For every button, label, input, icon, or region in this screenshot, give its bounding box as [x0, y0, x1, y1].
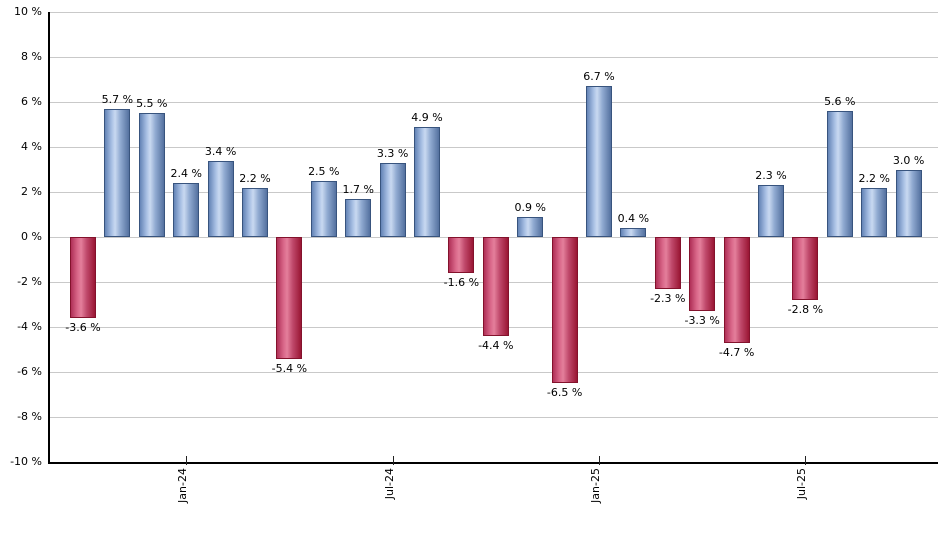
y-tick-label: -2 %: [17, 275, 42, 288]
bar-label: -5.4 %: [271, 361, 308, 375]
bar-label: 5.5 %: [136, 97, 168, 111]
bar: [586, 86, 612, 237]
y-tick-label: -6 %: [17, 365, 42, 378]
bar: [448, 237, 475, 273]
bar: [414, 126, 440, 237]
bar-label: -1.6 %: [443, 276, 480, 289]
gridline: [50, 12, 938, 13]
bar: [482, 237, 509, 336]
bar-label: 3.0 %: [892, 153, 925, 167]
bar: [826, 111, 853, 237]
gridline: [50, 57, 938, 58]
bar-label: 3.3 %: [376, 146, 409, 160]
x-tick-mark: [805, 456, 807, 465]
bar: [895, 169, 922, 237]
bar-label: 3.4 %: [204, 144, 237, 158]
y-tick-label: -4 %: [17, 320, 42, 333]
bar-label: 4.9 %: [411, 110, 443, 124]
bar: [104, 108, 131, 237]
y-tick-label: 0 %: [21, 230, 42, 243]
y-tick-label: -10 %: [10, 455, 42, 468]
bar-label: 2.5 %: [308, 164, 340, 178]
x-tick-label: Jul-25: [795, 468, 809, 500]
bar-label: 0.4 %: [617, 212, 650, 225]
y-tick-label: -8 %: [17, 410, 42, 423]
bar: [207, 160, 234, 237]
bar-label: -2.8 %: [787, 303, 824, 316]
bar: [620, 228, 647, 237]
gridline: [50, 147, 938, 148]
bar: [689, 237, 716, 312]
bar-label: 2.2 %: [858, 171, 890, 185]
bar-label: -6.5 %: [546, 386, 583, 400]
y-tick-label: 4 %: [21, 140, 42, 153]
bar-label: 2.3 %: [755, 169, 787, 183]
bar-label: -4.4 %: [478, 339, 514, 352]
bar-label: -4.7 %: [718, 345, 755, 359]
bar: [758, 185, 784, 237]
bar-label: 5.6 %: [824, 95, 856, 108]
bar-label: 5.7 %: [101, 92, 134, 106]
x-tick-mark: [392, 456, 394, 465]
bar-label: 2.2 %: [239, 171, 271, 185]
bar-label: 0.9 %: [514, 200, 546, 214]
bar: [654, 237, 681, 289]
bar: [861, 187, 888, 237]
y-tick-label: 6 %: [21, 95, 42, 108]
gridline: [50, 372, 938, 373]
bar: [345, 198, 372, 237]
y-tick-label: 2 %: [21, 185, 42, 198]
gridline: [50, 417, 938, 418]
y-tick-label: 10 %: [14, 5, 42, 18]
x-tick-label: Jan-25: [589, 468, 602, 503]
gridline: [50, 102, 938, 103]
plot-area: -3.6 % 5.7 % 5.5 % 2.4 % 3.4 % 2.2 % -5.4 % 2.5…: [48, 12, 938, 465]
x-tick-mark: [599, 456, 600, 465]
bar: [70, 237, 96, 318]
bar: [242, 187, 268, 237]
bar-label: 6.7 %: [583, 70, 615, 84]
bar: [173, 183, 200, 237]
bar: [310, 180, 337, 237]
bar: [379, 162, 406, 237]
bar: [792, 237, 819, 300]
bar: [276, 237, 303, 359]
x-tick-mark: [186, 456, 188, 465]
bar: [551, 237, 578, 384]
bar-label: -2.3 %: [650, 291, 686, 305]
x-tick-label: Jan-24: [176, 468, 190, 503]
y-tick-label: 8 %: [21, 50, 42, 63]
bar-label: -3.3 %: [684, 314, 720, 328]
x-tick-label: Jul-24: [382, 468, 396, 500]
bar-label: -3.6 %: [65, 321, 101, 334]
bar-label: 2.4 %: [170, 167, 202, 180]
bar: [517, 216, 544, 237]
bar: [138, 113, 165, 237]
bar: [723, 237, 750, 343]
bar-label: 1.7 %: [342, 182, 374, 196]
gridline: [50, 192, 938, 193]
